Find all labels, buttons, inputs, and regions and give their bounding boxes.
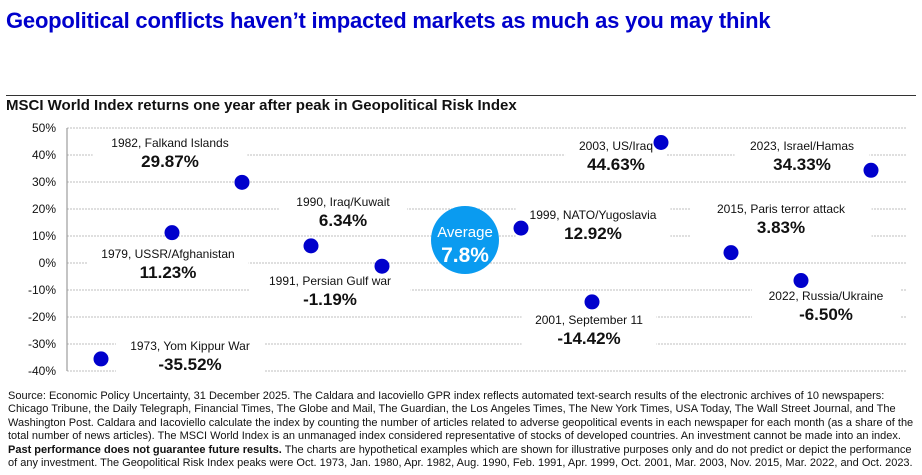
point-event-label: 2003, US/Iraq bbox=[579, 139, 653, 153]
point-event-label: 1979, USSR/Afghanistan bbox=[101, 247, 234, 261]
data-point bbox=[303, 238, 319, 254]
y-tick-labels: 50% 40% 30% 20% 10% 0% -10% -20% -30% -40% bbox=[28, 121, 56, 378]
y-tick-label: 20% bbox=[32, 202, 56, 216]
point-event-label: 2001, September 11 bbox=[535, 313, 643, 327]
point-value-label: 34.33% bbox=[773, 155, 831, 174]
point-value-label: -14.42% bbox=[557, 329, 620, 348]
point-event-label: 2022, Russia/Ukraine bbox=[769, 289, 884, 303]
average-label: Average bbox=[437, 224, 493, 241]
point-value-label: 29.87% bbox=[141, 152, 199, 171]
data-labels: 1973, Yom Kippur War -35.52% 1979, USSR/Af… bbox=[87, 135, 900, 374]
point-value-label: -35.52% bbox=[158, 355, 221, 374]
page-title: Geopolitical conflicts haven’t impacted … bbox=[6, 8, 771, 33]
chart-title: MSCI World Index returns one year after … bbox=[6, 97, 517, 114]
y-tick-label: 40% bbox=[32, 148, 56, 162]
point-event-label: 1990, Iraq/Kuwait bbox=[296, 195, 390, 209]
average-value: 7.8% bbox=[441, 244, 489, 267]
average-marker: Average 7.8% bbox=[431, 206, 499, 274]
data-point bbox=[863, 162, 879, 178]
label-background bbox=[565, 138, 667, 174]
scatter-chart: 50% 40% 30% 20% 10% 0% -10% -20% -30% -40% 1973, … bbox=[28, 121, 906, 378]
point-event-label: 1982, Falkand Islands bbox=[111, 136, 228, 150]
y-tick-label: 0% bbox=[39, 256, 57, 270]
y-tick-label: -20% bbox=[28, 310, 56, 324]
label-background bbox=[249, 273, 411, 309]
data-point bbox=[513, 220, 529, 236]
data-point bbox=[723, 245, 739, 261]
point-value-label: 6.34% bbox=[319, 211, 367, 230]
y-tick-label: 50% bbox=[32, 121, 56, 135]
footnote-text: Source: Economic Policy Uncertainty, 31 … bbox=[8, 390, 914, 443]
label-background bbox=[752, 288, 900, 324]
label-background bbox=[116, 338, 264, 374]
point-value-label: 11.23% bbox=[140, 263, 197, 282]
label-background bbox=[278, 194, 408, 230]
point-value-label: 12.92% bbox=[564, 224, 622, 243]
label-background bbox=[690, 201, 872, 237]
point-value-label: 3.83% bbox=[757, 218, 805, 237]
y-tick-label: 30% bbox=[32, 175, 56, 189]
y-tick-label: -30% bbox=[28, 337, 56, 351]
point-event-label: 1999, NATO/Yugoslavia bbox=[530, 208, 657, 222]
point-event-label: 2023, Israel/Hamas bbox=[750, 139, 854, 153]
y-tick-label: -40% bbox=[28, 364, 56, 378]
point-value-label: 44.63% bbox=[587, 155, 645, 174]
data-points bbox=[93, 134, 879, 367]
average-circle bbox=[431, 206, 499, 274]
footnote: Source: Economic Policy Uncertainty, 31 … bbox=[8, 390, 914, 470]
point-event-label: 1973, Yom Kippur War bbox=[130, 339, 250, 353]
point-event-label: 1991, Persian Gulf war bbox=[269, 274, 391, 288]
footnote-text-2: The charts are hypothetical examples whi… bbox=[8, 443, 913, 470]
data-point bbox=[93, 351, 109, 367]
y-tick-label: -10% bbox=[28, 283, 56, 297]
point-value-label: -6.50% bbox=[799, 305, 853, 324]
data-point bbox=[793, 273, 809, 289]
label-background bbox=[87, 246, 249, 282]
point-value-label: -1.19% bbox=[303, 290, 357, 309]
data-point bbox=[584, 294, 600, 310]
label-background bbox=[92, 135, 248, 171]
label-background bbox=[734, 138, 870, 174]
subtitle-divider bbox=[6, 95, 916, 96]
point-event-label: 2015, Paris terror attack bbox=[717, 202, 846, 216]
label-background bbox=[515, 207, 671, 243]
data-point bbox=[374, 258, 390, 274]
data-point bbox=[164, 225, 180, 241]
footnote-bold: Past performance does not guarantee futu… bbox=[8, 443, 282, 456]
label-background bbox=[521, 312, 657, 348]
data-point bbox=[234, 174, 250, 190]
y-tick-label: 10% bbox=[32, 229, 56, 243]
data-point bbox=[653, 134, 669, 150]
